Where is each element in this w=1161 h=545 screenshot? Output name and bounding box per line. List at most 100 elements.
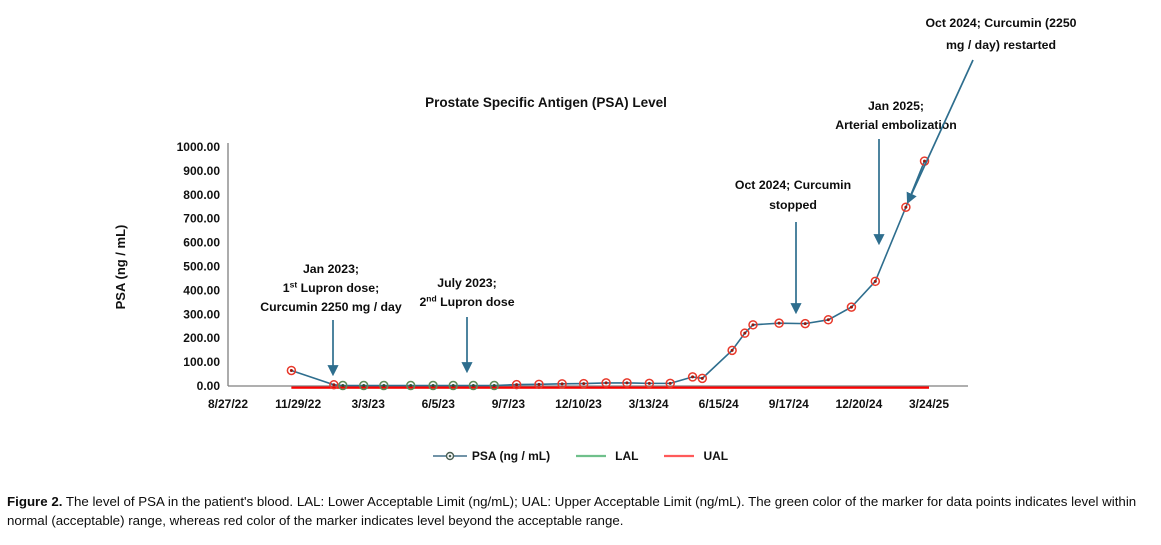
data-point-dot <box>625 381 629 385</box>
annotation-arrow-oct-2024-restarted <box>906 59 974 205</box>
data-point-dot <box>777 321 781 325</box>
data-point-red <box>687 372 698 382</box>
data-point-dot <box>691 375 695 379</box>
data-point-dot <box>730 348 734 352</box>
y-tick-label: 400.00 <box>183 283 220 297</box>
data-point-red <box>644 378 655 389</box>
data-point-red <box>622 378 632 388</box>
data-point-red <box>748 320 758 330</box>
data-point-dot <box>471 384 475 388</box>
data-point-dot <box>492 384 496 388</box>
psa-line <box>291 160 926 387</box>
y-tick-label: 600.00 <box>183 236 220 250</box>
caption-label: Figure 2. <box>7 494 63 509</box>
y-tick-label: 200.00 <box>183 331 220 345</box>
data-point-red <box>534 379 544 390</box>
x-tick-label: 6/5/23 <box>422 397 456 411</box>
data-point-dot <box>289 368 293 372</box>
data-point-red <box>870 276 881 287</box>
x-tick-label: 6/15/24 <box>699 397 739 411</box>
x-tick-label: 9/17/24 <box>769 397 809 411</box>
x-tick-label: 8/27/22 <box>208 397 248 411</box>
figure-caption: Figure 2. The level of PSA in the patien… <box>7 493 1155 531</box>
data-point-green <box>379 380 389 391</box>
data-point-dot <box>803 322 807 326</box>
annotation-text-jan-2023: Curcumin 2250 mg / day <box>260 300 402 314</box>
y-tick-label: 700.00 <box>183 212 220 226</box>
annotation-text-jan-2023: 1st Lupron dose; <box>283 280 379 296</box>
x-tick-label: 3/3/23 <box>352 397 386 411</box>
y-tick-label: 500.00 <box>183 260 220 274</box>
data-point-red <box>740 328 750 338</box>
legend-label-lal: LAL <box>615 449 639 463</box>
annotation-text-july-2023: 2nd Lupron dose <box>419 294 514 310</box>
data-point-dot <box>515 383 519 387</box>
data-point-green <box>338 380 348 391</box>
data-point-dot <box>362 384 366 388</box>
y-tick-label: 300.00 <box>183 307 220 321</box>
y-tick-label: 0.00 <box>197 379 221 393</box>
data-point-red <box>578 378 589 389</box>
legend-label-ual: UAL <box>703 449 729 463</box>
data-point-dot <box>409 384 413 388</box>
data-point-dot <box>537 382 541 386</box>
data-point-red <box>286 365 297 376</box>
y-tick-label: 900.00 <box>183 164 220 178</box>
annotation-text-oct-2024-restarted: mg / day) restarted <box>946 38 1056 52</box>
x-tick-label: 9/7/23 <box>492 397 526 411</box>
legend-swatch-psa <box>432 451 467 461</box>
x-tick-label: 3/24/25 <box>909 397 949 411</box>
annotation-text-jan-2025: Arterial embolization <box>835 118 957 132</box>
data-point-green <box>358 380 369 391</box>
data-point-dot <box>382 384 386 388</box>
data-point-red <box>774 318 784 328</box>
data-point-green <box>448 380 458 391</box>
data-point-red <box>557 379 567 389</box>
data-point-red <box>800 318 810 329</box>
data-point-dot <box>604 381 608 385</box>
data-point-red <box>901 202 911 212</box>
data-point-dot <box>743 331 747 335</box>
data-point-dot <box>904 205 908 209</box>
data-point-red <box>511 379 522 390</box>
annotation-text-oct-2024-restarted: Oct 2024; Curcumin (2250 <box>925 16 1076 30</box>
data-point-dot <box>923 159 927 163</box>
data-point-dot <box>332 383 336 387</box>
data-point-dot <box>826 318 830 322</box>
y-axis-title: PSA (ng / mL) <box>113 225 128 310</box>
data-point-red <box>665 378 675 389</box>
x-tick-label: 12/10/23 <box>555 397 602 411</box>
data-point-dot <box>431 384 435 388</box>
psa-chart: Prostate Specific Antigen (PSA) Level PSA… <box>113 16 1077 411</box>
data-point-dot <box>647 381 651 385</box>
x-tick-label: 11/29/22 <box>275 397 321 411</box>
data-point-dot <box>451 384 455 388</box>
chart-title: Prostate Specific Antigen (PSA) Level <box>425 95 667 110</box>
data-point-dot <box>873 279 877 283</box>
data-point-green <box>489 380 499 391</box>
annotation-text-july-2023: July 2023; <box>437 276 496 290</box>
y-tick-label: 1000.00 <box>177 140 221 154</box>
legend-swatch-lal <box>576 454 607 458</box>
caption-text: The level of PSA in the patient's blood.… <box>7 494 1137 528</box>
data-point-dot <box>700 376 704 380</box>
legend-item-ual: UAL <box>664 449 728 463</box>
legend-psa-marker-dot <box>448 454 452 458</box>
data-point-red <box>601 378 611 388</box>
chart-legend: PSA (ng / mL) LAL UAL <box>0 449 1161 463</box>
data-point-red <box>727 345 737 356</box>
y-tick-label: 100.00 <box>183 355 220 369</box>
legend-item-psa: PSA (ng / mL) <box>432 449 550 463</box>
y-tick-label: 800.00 <box>183 188 220 202</box>
data-point-dot <box>582 382 586 386</box>
data-point-dot <box>849 305 853 309</box>
annotation-text-jan-2023: Jan 2023; <box>303 262 359 276</box>
x-tick-label: 12/20/24 <box>836 397 883 411</box>
data-point-green <box>405 380 416 391</box>
data-point-red <box>823 315 834 325</box>
legend-item-lal: LAL <box>576 449 638 463</box>
annotation-text-oct-2024-stopped: stopped <box>769 198 817 212</box>
data-point-red <box>697 373 708 384</box>
data-point-dot <box>751 323 755 327</box>
